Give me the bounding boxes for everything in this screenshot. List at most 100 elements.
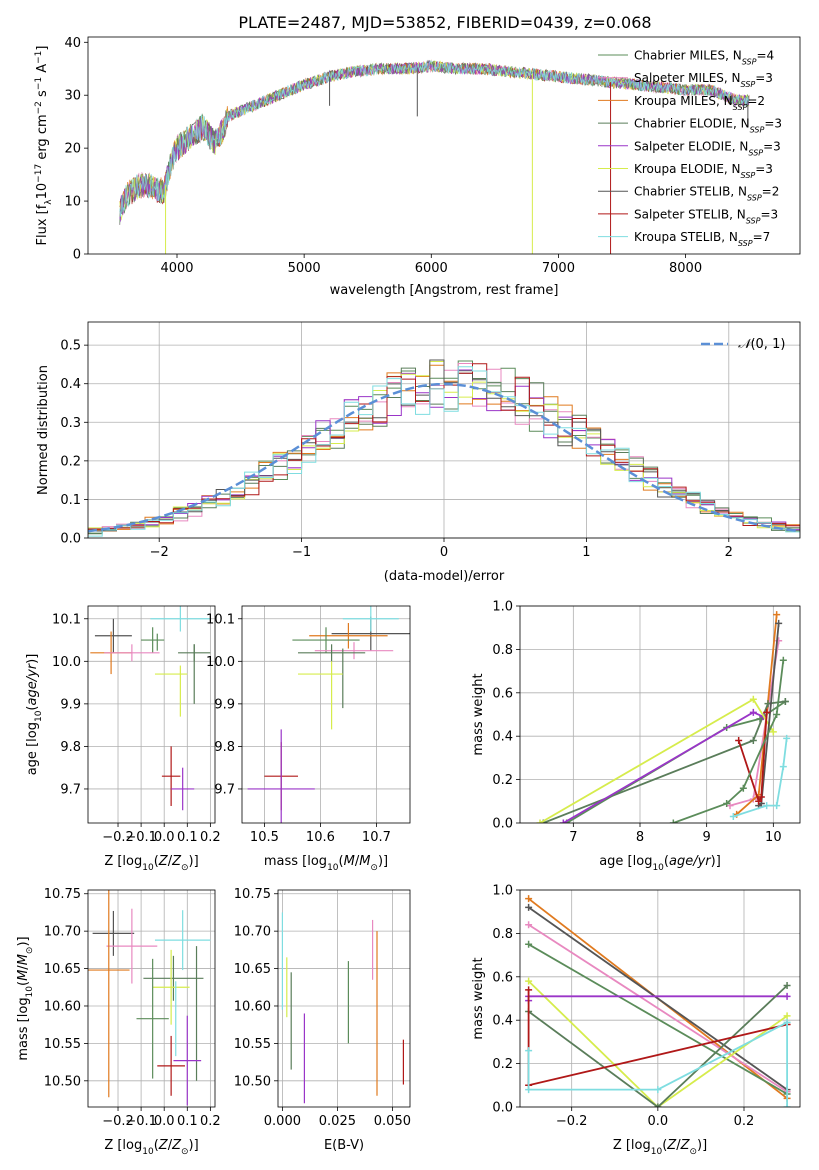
- y-tick-label: 9.7: [60, 782, 81, 797]
- point-marker: [783, 1103, 791, 1107]
- axes-frame: [87, 321, 801, 539]
- y-tick-label: 0.4: [60, 377, 81, 392]
- x-tick-label: 0.1: [177, 1114, 198, 1129]
- y-tick-label: 9.7: [214, 782, 235, 797]
- weight-line: [528, 923, 788, 1093]
- chart-spectrum: 4000 5000 6000 7000 8000 0 10 20 30 40 wavelength …: [34, 36, 801, 298]
- legend-label: Salpeter ELODIE, NSSP=3: [634, 139, 781, 157]
- error-point: [143, 955, 204, 1001]
- legend-label: Kroupa ELODIE, NSSP=3: [634, 162, 773, 180]
- point-marker: [525, 903, 533, 911]
- y-tick-label: 20: [64, 142, 81, 157]
- x-tick-label: 2: [725, 545, 733, 560]
- point-marker: [735, 737, 743, 745]
- panels: 4000 5000 6000 7000 8000010203040wavelength …: [16, 36, 801, 1157]
- y-tick-label: 0.3: [60, 416, 81, 431]
- point-marker: [749, 737, 757, 745]
- x-axis-label: Z [log10(Z/Z⊙)]: [104, 1138, 198, 1157]
- error-point: [88, 890, 130, 1098]
- legend-label: Kroupa STELIB, NSSP=7: [634, 230, 770, 248]
- weight-line: [528, 984, 788, 1107]
- point-marker: [749, 695, 757, 703]
- point-marker: [723, 799, 731, 807]
- y-tick-label: 0.5: [60, 339, 81, 354]
- error-point: [157, 1035, 185, 1096]
- legend-label: Kroupa MILES, NSSP=2: [634, 94, 765, 112]
- x-tick-label: 0.0: [648, 1114, 669, 1129]
- x-tick-label: −1: [292, 545, 311, 560]
- error-point: [150, 606, 211, 632]
- plot-area: [281, 912, 404, 1104]
- plot-area: [90, 606, 211, 811]
- chart-mass-vs-Z: −0.2−0.10.0 0.1 0.2 10.50 10.55 10.60 10.65 10.…: [16, 887, 221, 1157]
- x-tick-label: 10.6: [306, 830, 335, 845]
- weight-line: [562, 711, 764, 823]
- point-marker: [783, 992, 791, 1000]
- legend: Chabrier MILES, NSSP=4 Salpeter MILES, NS…: [598, 49, 782, 248]
- y-tick-label: 10.55: [234, 1037, 271, 1052]
- point-marker: [525, 1047, 533, 1055]
- x-tick-label: 10.5: [250, 830, 279, 845]
- point-marker: [749, 708, 757, 716]
- error-point: [104, 644, 160, 662]
- x-tick-label: 0.025: [319, 1114, 356, 1129]
- chart-massweight-vs-age: 7 8 9 10 0.0 0.2 0.4 0.6 0.8 1.0 mass weight age [l…: [471, 600, 801, 873]
- y-tick-label: 10.60: [44, 999, 81, 1014]
- error-point: [247, 729, 315, 823]
- axes-frame: [241, 605, 411, 824]
- error-point: [309, 623, 388, 649]
- error-point: [342, 606, 399, 632]
- y-tick-label: 1.0: [492, 600, 513, 615]
- axes-frame: [519, 889, 801, 1108]
- point-marker: [755, 797, 763, 805]
- weight-line: [528, 943, 788, 1095]
- point-marker: [783, 734, 791, 742]
- weight-line: [566, 700, 786, 823]
- error-point: [314, 642, 394, 660]
- x-tick-label: −0.2: [102, 830, 134, 845]
- chart-age-vs-mass: 10.5 10.6 10.7 9.7 9.8 9.9 10.0 10.1 mass [log10…: [206, 605, 411, 873]
- point-marker: [669, 819, 677, 823]
- x-tick-label: 0.2: [734, 1114, 755, 1129]
- plot-area: [525, 895, 791, 1107]
- point-marker: [783, 1018, 791, 1026]
- y-tick-label: 10.60: [234, 999, 271, 1014]
- error-point: [173, 1015, 202, 1106]
- point-marker: [559, 819, 567, 823]
- legend-label: Salpeter MILES, NSSP=3: [634, 71, 773, 89]
- normal-curve: [88, 382, 800, 533]
- x-tick-label: 5000: [288, 261, 321, 276]
- axes-frame: [277, 889, 411, 1108]
- point-marker: [757, 793, 765, 801]
- x-tick-label: 0.2: [200, 830, 221, 845]
- x-axis-label: Z [log10(Z/Z⊙)]: [104, 854, 198, 873]
- weight-line: [737, 712, 768, 804]
- y-tick-label: 0.0: [60, 532, 81, 547]
- point-marker: [783, 1012, 791, 1020]
- point-marker: [779, 763, 787, 771]
- y-tick-label: 10.70: [44, 925, 81, 940]
- point-marker: [525, 921, 533, 929]
- error-point: [152, 949, 190, 1025]
- point-marker: [779, 656, 787, 664]
- figure-title: PLATE=2487, MJD=53852, FIBERID=0439, z=0…: [238, 13, 651, 32]
- y-tick-label: 0.2: [492, 1057, 513, 1072]
- x-tick-label: 1: [582, 545, 590, 560]
- axes-frame: [87, 889, 216, 1108]
- y-tick-label: 0.0: [492, 1101, 513, 1116]
- y-tick-label: 10.75: [44, 887, 81, 902]
- y-tick-label: 0.1: [60, 493, 81, 508]
- y-axis-label: mass weight: [471, 673, 486, 755]
- y-tick-label: 40: [64, 36, 81, 51]
- y-tick-label: 10.50: [234, 1074, 271, 1089]
- point-marker: [775, 619, 783, 627]
- y-tick-label: 0.2: [60, 454, 81, 469]
- error-point: [298, 644, 366, 662]
- y-tick-label: 10.65: [234, 962, 271, 977]
- point-marker: [654, 1103, 662, 1107]
- legend-label: 𝒩(0, 1): [738, 337, 785, 352]
- point-marker: [773, 611, 781, 619]
- y-tick-label: 1.0: [492, 884, 513, 899]
- y-tick-label: 10.1: [206, 612, 235, 627]
- x-tick-label: 8: [636, 830, 644, 845]
